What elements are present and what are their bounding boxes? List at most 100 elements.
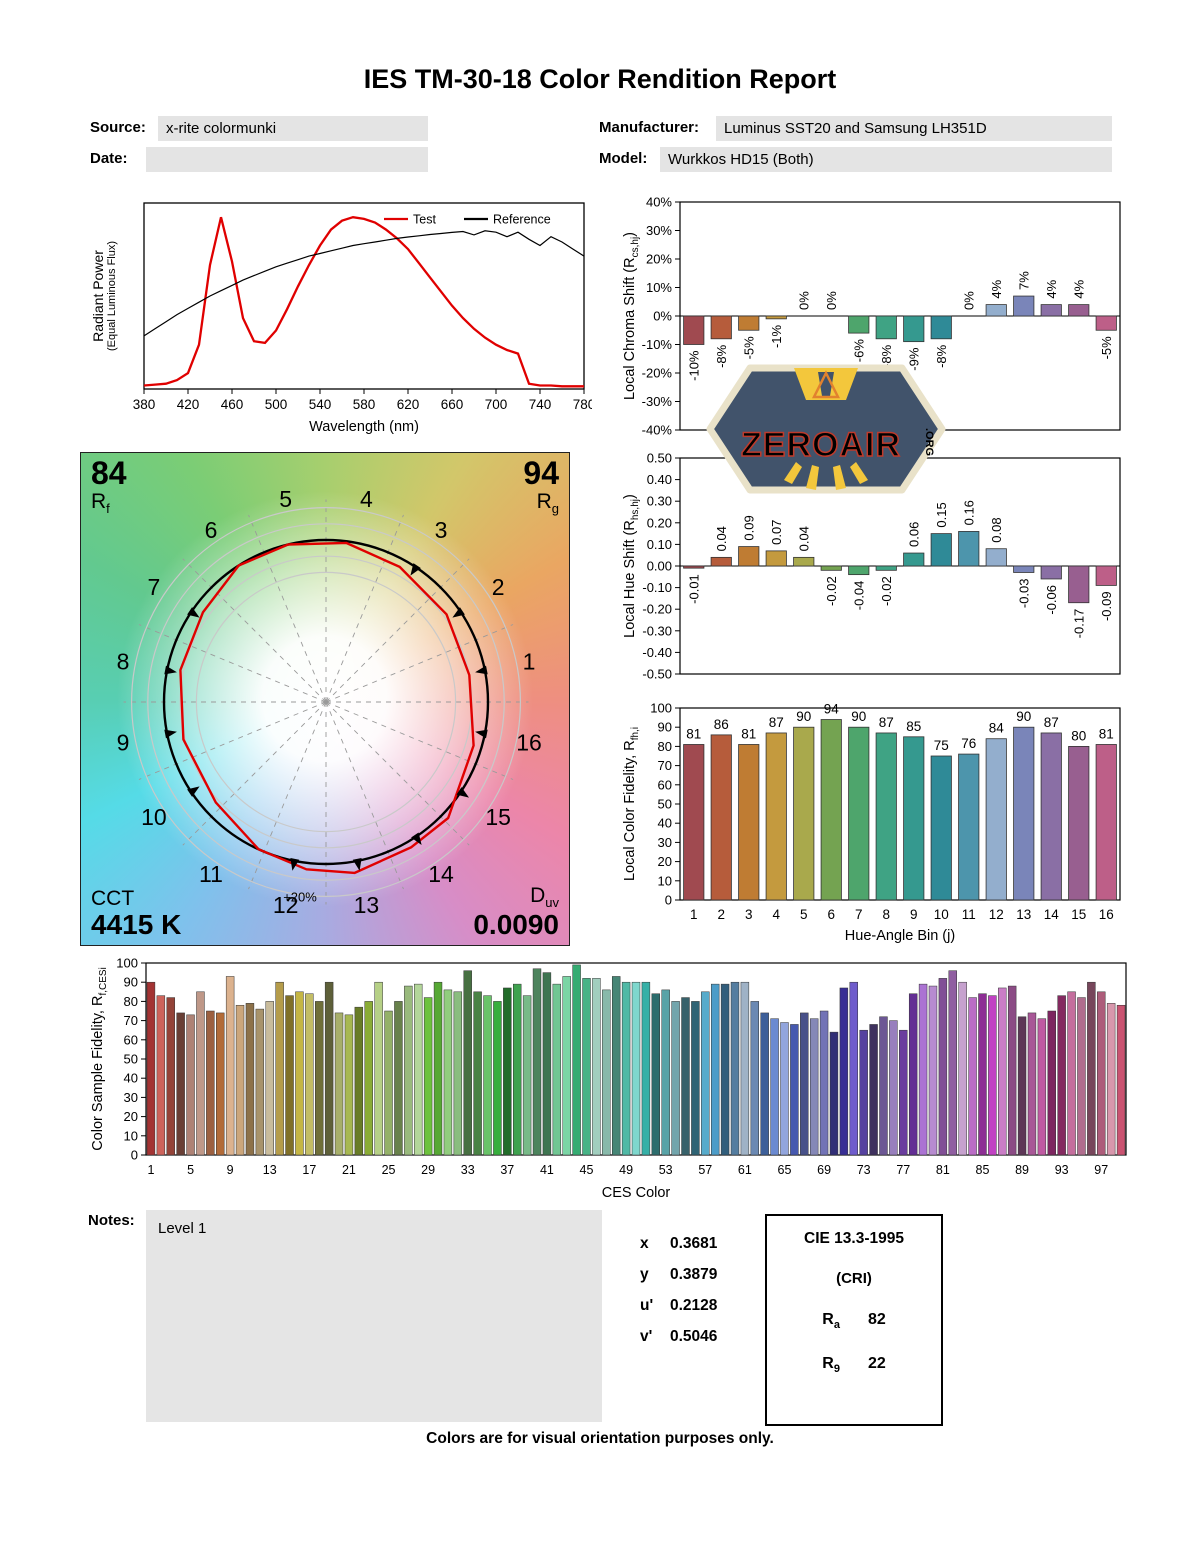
svg-text:76: 76 bbox=[961, 736, 976, 751]
svg-text:87: 87 bbox=[769, 715, 784, 730]
bar-80 bbox=[928, 985, 938, 1156]
spd-plot: 380 420 460 500 540 580 620 660 700 740 780 Wavelen… bbox=[133, 202, 592, 435]
manufacturer-field[interactable]: Luminus SST20 and Samsung LH351D bbox=[716, 116, 1112, 141]
spectral-power-chart: Radiant Power (Equal Luminous Flux) 380 4… bbox=[84, 193, 592, 445]
date-field[interactable] bbox=[146, 147, 428, 172]
svg-text:-0.17: -0.17 bbox=[1071, 609, 1086, 639]
bar-8 bbox=[875, 732, 897, 901]
bar-83 bbox=[958, 981, 967, 1156]
bar-72 bbox=[849, 981, 858, 1156]
bar-68 bbox=[809, 1018, 819, 1156]
bar-93 bbox=[1057, 995, 1066, 1156]
svg-text:6: 6 bbox=[827, 907, 835, 922]
bar-92 bbox=[1047, 1010, 1056, 1156]
bar-90 bbox=[1027, 1012, 1037, 1156]
bar-14 bbox=[1040, 304, 1062, 317]
svg-text:-8%: -8% bbox=[714, 344, 729, 368]
svg-text:0.06: 0.06 bbox=[906, 522, 921, 547]
svg-text:2: 2 bbox=[717, 907, 725, 922]
spd-y-axis-line2: (Equal Luminous Flux) bbox=[106, 240, 118, 352]
bar-13 bbox=[1013, 726, 1035, 901]
svg-text:93: 93 bbox=[1055, 1163, 1069, 1177]
svg-text:Reference: Reference bbox=[493, 213, 551, 227]
bar-82 bbox=[948, 970, 957, 1156]
svg-text:4%: 4% bbox=[1071, 279, 1086, 298]
bar-29 bbox=[423, 997, 433, 1156]
svg-text:0.15: 0.15 bbox=[934, 502, 949, 527]
r9-row: R9 22 bbox=[767, 1355, 941, 1375]
bar-7 bbox=[848, 315, 870, 334]
bar-39 bbox=[522, 995, 532, 1156]
source-label: Source: bbox=[90, 119, 146, 136]
bar-79 bbox=[918, 983, 928, 1156]
model-value: Wurkkos HD15 (Both) bbox=[668, 151, 814, 168]
svg-text:-40%: -40% bbox=[642, 423, 673, 438]
bar-64 bbox=[770, 1018, 779, 1156]
bar-50 bbox=[631, 981, 641, 1156]
svg-text:73: 73 bbox=[857, 1163, 871, 1177]
svg-text:10: 10 bbox=[658, 873, 672, 888]
chromaticity-row-y: y 0.3879 bbox=[640, 1266, 718, 1283]
bar-73 bbox=[859, 1029, 868, 1156]
rf-value: 84 bbox=[91, 455, 127, 491]
bar-2 bbox=[156, 995, 166, 1156]
svg-text:10: 10 bbox=[124, 1128, 138, 1143]
bar-13 bbox=[1013, 565, 1035, 573]
svg-text:-5%: -5% bbox=[741, 336, 756, 360]
bar-51 bbox=[641, 981, 651, 1156]
bar-8 bbox=[875, 565, 897, 571]
bar-10 bbox=[930, 533, 952, 567]
svg-text:5: 5 bbox=[800, 907, 808, 922]
source-field[interactable]: x-rite colormunki bbox=[158, 116, 428, 141]
bar-61 bbox=[740, 981, 750, 1156]
bar-69 bbox=[819, 1010, 829, 1156]
svg-text:0%: 0% bbox=[824, 291, 839, 310]
bar-36 bbox=[493, 1001, 502, 1156]
bar-55 bbox=[681, 997, 690, 1156]
svg-text:21: 21 bbox=[342, 1163, 356, 1177]
svg-text:81: 81 bbox=[1099, 726, 1114, 741]
svg-text:49: 49 bbox=[619, 1163, 633, 1177]
bar-26 bbox=[394, 1001, 403, 1156]
svg-text:-0.02: -0.02 bbox=[879, 576, 894, 606]
svg-text:70: 70 bbox=[658, 758, 672, 773]
notes-field[interactable]: Level 1 bbox=[146, 1210, 602, 1422]
svg-text:75: 75 bbox=[934, 738, 949, 753]
bar-7 bbox=[848, 726, 870, 901]
svg-text:780: 780 bbox=[573, 397, 592, 412]
bar-59 bbox=[720, 983, 730, 1156]
svg-text:-10%: -10% bbox=[642, 337, 673, 352]
svg-text:33: 33 bbox=[461, 1163, 475, 1177]
test-curve bbox=[143, 216, 584, 388]
svg-text:90: 90 bbox=[796, 709, 811, 724]
svg-text:11: 11 bbox=[962, 907, 976, 922]
svg-text:0%: 0% bbox=[796, 291, 811, 310]
bar-6 bbox=[820, 565, 842, 571]
bar-32 bbox=[453, 991, 463, 1156]
svg-text:10: 10 bbox=[934, 907, 949, 922]
ra-row: Ra 82 bbox=[767, 1311, 941, 1331]
bar-13 bbox=[265, 1001, 274, 1156]
badge-name: ZEROAIR bbox=[741, 426, 901, 464]
svg-text:81: 81 bbox=[741, 726, 756, 741]
bar-12 bbox=[255, 1008, 265, 1156]
bar-9 bbox=[903, 552, 925, 567]
bar-9 bbox=[903, 736, 925, 901]
bar-70 bbox=[829, 1031, 839, 1156]
bar-49 bbox=[621, 981, 631, 1156]
bar-34 bbox=[473, 991, 482, 1156]
svg-text:30: 30 bbox=[658, 835, 672, 850]
svg-text:90: 90 bbox=[1016, 709, 1031, 724]
bar-2 bbox=[710, 734, 732, 901]
svg-text:7: 7 bbox=[855, 907, 863, 922]
svg-text:-0.01: -0.01 bbox=[686, 574, 701, 604]
svg-text:20%: 20% bbox=[646, 252, 672, 267]
model-field[interactable]: Wurkkos HD15 (Both) bbox=[660, 147, 1112, 172]
bar-44 bbox=[572, 964, 581, 1156]
bar-2 bbox=[710, 315, 732, 340]
svg-text:4: 4 bbox=[772, 907, 780, 922]
svg-text:80: 80 bbox=[1071, 728, 1086, 743]
duv-label: Duv bbox=[530, 883, 559, 910]
